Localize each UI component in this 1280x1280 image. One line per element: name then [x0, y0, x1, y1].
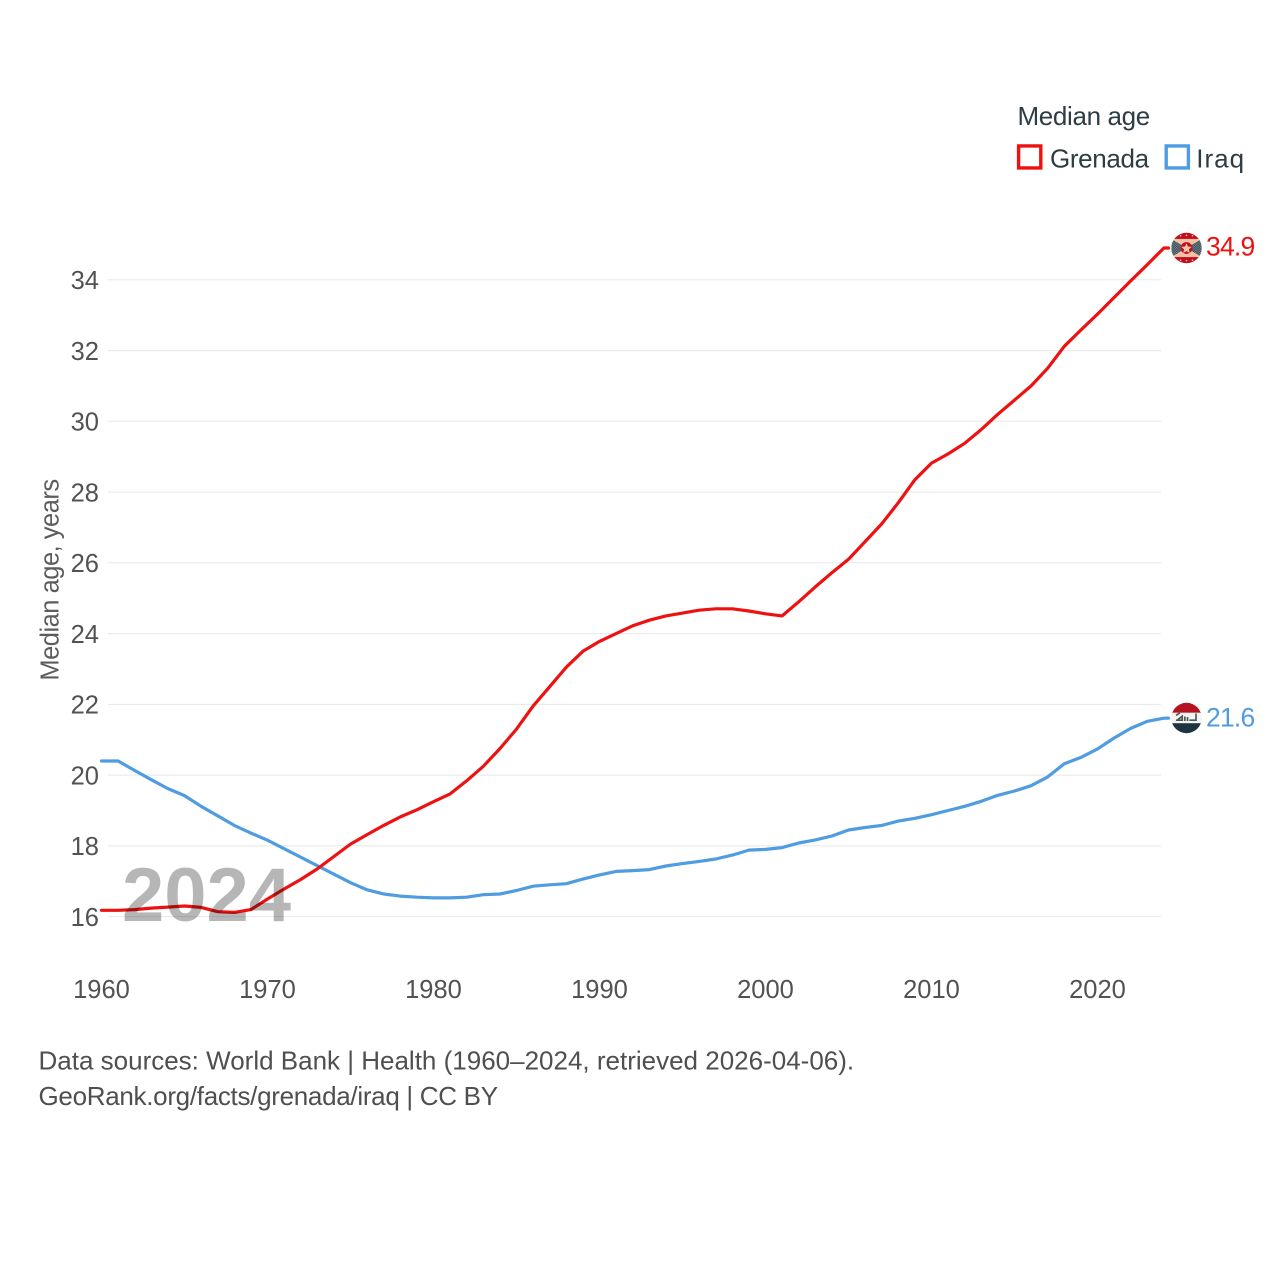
svg-text:1970: 1970 [239, 976, 296, 1004]
svg-text:1980: 1980 [405, 976, 462, 1004]
svg-text:Data sources: World Bank | Hea: Data sources: World Bank | Health (1960–… [39, 1045, 855, 1075]
svg-text:30: 30 [71, 409, 99, 437]
svg-text:Iraq: Iraq [1196, 144, 1245, 174]
svg-text:21.6: 21.6 [1206, 703, 1254, 733]
svg-text:Median age: Median age [1018, 101, 1150, 131]
svg-text:1990: 1990 [571, 976, 628, 1004]
svg-text:34: 34 [71, 267, 99, 295]
svg-text:2020: 2020 [1069, 976, 1126, 1004]
svg-text:18: 18 [71, 833, 99, 861]
svg-text:34.9: 34.9 [1206, 232, 1254, 262]
svg-text:2010: 2010 [903, 976, 960, 1004]
svg-text:GeoRank.org/facts/grenada/iraq: GeoRank.org/facts/grenada/iraq | CC BY [39, 1081, 498, 1111]
svg-text:22: 22 [71, 692, 99, 720]
svg-text:26: 26 [71, 550, 99, 578]
svg-text:Grenada: Grenada [1050, 144, 1150, 174]
svg-text:32: 32 [71, 338, 99, 366]
svg-text:16: 16 [71, 904, 99, 932]
svg-text:2000: 2000 [737, 976, 794, 1004]
svg-text:2024: 2024 [122, 853, 291, 938]
svg-text:28: 28 [71, 479, 99, 507]
svg-text:24: 24 [71, 621, 99, 649]
svg-text:Median age, years: Median age, years [37, 479, 65, 680]
svg-text:20: 20 [71, 762, 99, 790]
svg-text:1960: 1960 [73, 976, 130, 1004]
